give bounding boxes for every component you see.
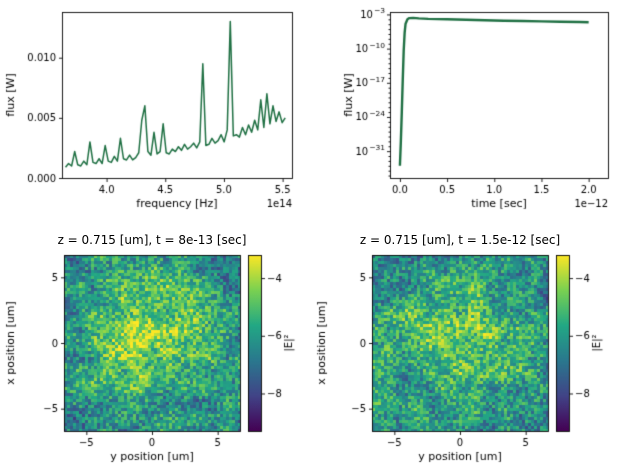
flux-vs-time-log-plot <box>311 0 623 230</box>
field-intensity-heatmap-t8e-13 <box>0 252 311 476</box>
flux-vs-frequency-plot <box>0 0 311 230</box>
heatmap-title-left: z = 0.715 [um], t = 8e-13 [sec] <box>57 233 247 247</box>
field-intensity-heatmap-t1p5e-12 <box>311 252 623 476</box>
heatmap-title-right: z = 0.715 [um], t = 1.5e-12 [sec] <box>359 233 561 247</box>
